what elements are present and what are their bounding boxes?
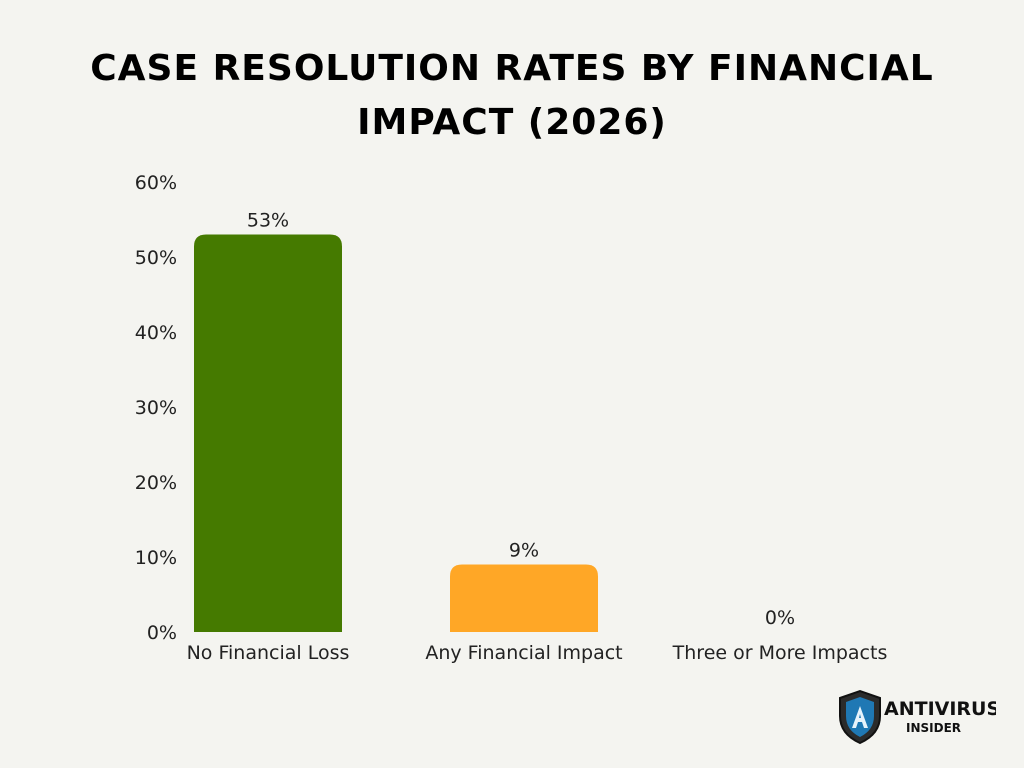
y-tick-label: 40% bbox=[135, 322, 177, 344]
category-labels: No Financial Loss Any Financial Impact Thr… bbox=[187, 642, 888, 664]
data-label: 53% bbox=[247, 210, 289, 232]
data-label: 0% bbox=[765, 607, 795, 629]
chart-title: CASE RESOLUTION RATES BY FINANCIAL IMPAC… bbox=[90, 48, 934, 143]
y-axis-ticks: 0% 10% 20% 30% 40% 50% 60% bbox=[135, 172, 177, 644]
y-tick-label: 10% bbox=[135, 547, 177, 569]
logo-line2: INSIDER bbox=[906, 721, 961, 735]
data-label: 9% bbox=[509, 540, 539, 562]
category-label: Three or More Impacts bbox=[672, 642, 888, 664]
y-tick-label: 50% bbox=[135, 247, 177, 269]
logo-line1: ANTIVIRUS bbox=[884, 698, 996, 720]
y-tick-label: 30% bbox=[135, 397, 177, 419]
data-labels: 53% 9% 0% bbox=[247, 210, 795, 630]
bars bbox=[194, 234, 598, 632]
letter-a-icon bbox=[852, 706, 868, 728]
y-tick-label: 20% bbox=[135, 472, 177, 494]
category-label: No Financial Loss bbox=[187, 642, 350, 664]
bar-0 bbox=[194, 234, 342, 632]
category-label: Any Financial Impact bbox=[425, 642, 622, 664]
y-tick-label: 60% bbox=[135, 172, 177, 194]
antivirus-insider-logo: ANTIVIRUS INSIDER bbox=[839, 689, 996, 745]
y-tick-label: 0% bbox=[147, 622, 177, 644]
bar-1 bbox=[450, 564, 598, 632]
